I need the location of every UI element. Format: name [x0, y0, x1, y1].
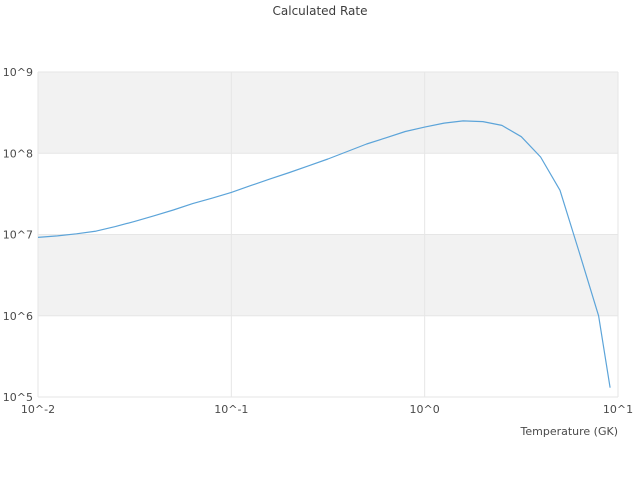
y-tick-label: 10^7 [3, 229, 33, 242]
chart-title: Calculated Rate [272, 4, 368, 18]
decade-band [38, 234, 618, 316]
decade-band [38, 72, 618, 154]
y-tick-label: 10^5 [3, 391, 33, 404]
x-tick-label: 10^1 [603, 403, 633, 416]
x-tick-label: 10^0 [410, 403, 440, 416]
x-tick-label: 10^-2 [21, 403, 55, 416]
y-tick-label: 10^8 [3, 147, 33, 160]
y-tick-label: 10^6 [3, 310, 33, 323]
y-tick-label: 10^9 [3, 66, 33, 79]
x-axis-label: Temperature (GK) [520, 425, 619, 438]
rate-line [37, 120, 611, 388]
x-tick-label: 10^-1 [214, 403, 248, 416]
